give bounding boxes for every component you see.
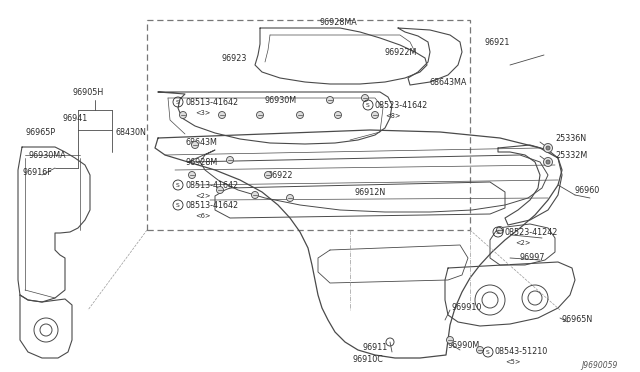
Circle shape xyxy=(447,337,454,343)
Text: 08513-41642: 08513-41642 xyxy=(185,97,238,106)
Circle shape xyxy=(296,112,303,119)
Text: 08523-41642: 08523-41642 xyxy=(375,100,428,109)
Circle shape xyxy=(543,157,552,167)
Text: 08523-41242: 08523-41242 xyxy=(505,228,558,237)
Text: S: S xyxy=(176,99,180,105)
Text: S: S xyxy=(486,350,490,355)
Circle shape xyxy=(189,171,195,179)
Text: 08513-41642: 08513-41642 xyxy=(185,201,238,209)
Circle shape xyxy=(546,160,550,164)
Circle shape xyxy=(179,112,186,119)
Text: S: S xyxy=(176,183,180,187)
Text: 08543-51210: 08543-51210 xyxy=(495,347,548,356)
Text: 96922: 96922 xyxy=(268,170,294,180)
Text: S: S xyxy=(496,230,500,234)
Text: 96905H: 96905H xyxy=(72,87,104,96)
Circle shape xyxy=(218,112,225,119)
Text: 96921: 96921 xyxy=(485,38,510,46)
Text: 96922M: 96922M xyxy=(385,48,417,57)
Text: <5>: <5> xyxy=(505,359,520,365)
Text: 96911: 96911 xyxy=(362,343,388,353)
Text: 96923: 96923 xyxy=(222,54,248,62)
Circle shape xyxy=(191,141,198,148)
Text: S: S xyxy=(366,103,370,108)
Text: 96910C: 96910C xyxy=(353,356,383,365)
Text: 969910: 969910 xyxy=(452,304,483,312)
Text: 96928M: 96928M xyxy=(185,157,217,167)
Text: <2>: <2> xyxy=(195,193,211,199)
Text: 96997: 96997 xyxy=(520,253,545,263)
Text: S: S xyxy=(176,202,180,208)
Text: 96928MA: 96928MA xyxy=(320,17,358,26)
Text: <2>: <2> xyxy=(515,240,531,246)
Circle shape xyxy=(326,96,333,103)
Text: 96930MA: 96930MA xyxy=(28,151,66,160)
Bar xyxy=(147,20,470,230)
Circle shape xyxy=(216,186,223,193)
Text: <8>: <8> xyxy=(385,113,401,119)
Text: 96912N: 96912N xyxy=(355,187,387,196)
Text: 96965P: 96965P xyxy=(25,128,55,137)
Circle shape xyxy=(371,112,378,119)
Circle shape xyxy=(335,112,342,119)
Text: 96960: 96960 xyxy=(575,186,600,195)
Circle shape xyxy=(257,112,264,119)
Text: 96916F: 96916F xyxy=(22,167,52,176)
Circle shape xyxy=(252,192,259,199)
Text: 68430N: 68430N xyxy=(115,128,146,137)
Text: 25332M: 25332M xyxy=(555,151,588,160)
Circle shape xyxy=(362,94,369,102)
Circle shape xyxy=(264,171,271,179)
Text: 68643MA: 68643MA xyxy=(430,77,467,87)
Circle shape xyxy=(477,346,483,353)
Text: 25336N: 25336N xyxy=(555,134,586,142)
Circle shape xyxy=(543,144,552,153)
Text: 96941: 96941 xyxy=(62,113,88,122)
Circle shape xyxy=(287,195,294,202)
Text: J9690059: J9690059 xyxy=(582,360,618,369)
Text: 96990M: 96990M xyxy=(448,340,480,350)
Text: 96930M: 96930M xyxy=(265,96,297,105)
Text: <6>: <6> xyxy=(195,213,211,219)
Text: 08513-41642: 08513-41642 xyxy=(185,180,238,189)
Text: <3>: <3> xyxy=(195,110,211,116)
Circle shape xyxy=(227,157,234,164)
Circle shape xyxy=(497,227,504,234)
Text: 96965N: 96965N xyxy=(562,315,593,324)
Text: 68643M: 68643M xyxy=(185,138,217,147)
Circle shape xyxy=(546,146,550,150)
